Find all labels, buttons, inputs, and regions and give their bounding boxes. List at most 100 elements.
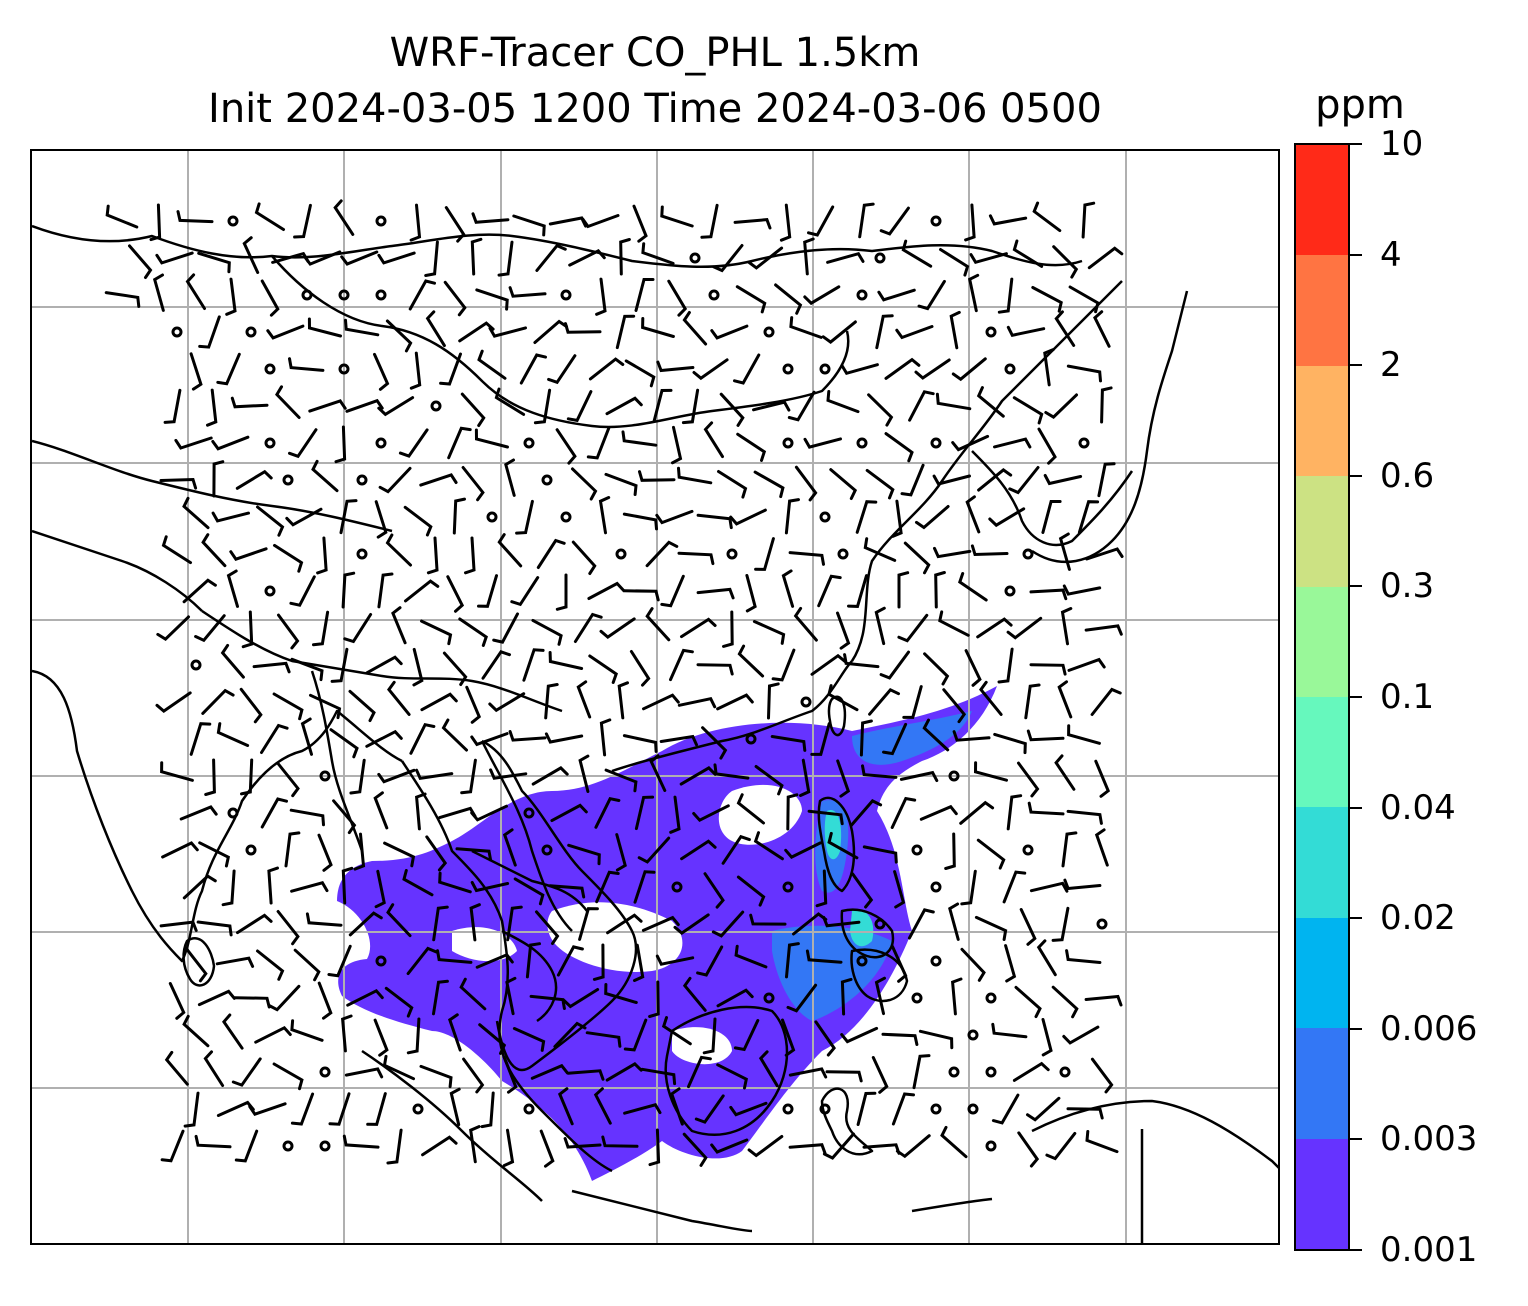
wind-barb (377, 768, 416, 784)
wind-barb (576, 680, 592, 719)
wind-barb (606, 913, 643, 935)
wind-barb (156, 615, 190, 641)
wind-barb (710, 1138, 749, 1154)
wind-barb (446, 575, 465, 613)
wind-barb (182, 496, 210, 530)
wind-barb (497, 240, 514, 277)
calm-wind-circle (745, 733, 757, 745)
calm-wind-circle (227, 215, 239, 227)
calm-wind-circle (726, 548, 738, 560)
wind-barb (327, 944, 352, 978)
wind-barb (438, 806, 477, 820)
colorbar-tick-label: 2 (1380, 345, 1402, 386)
wind-barbs (104, 199, 1124, 1168)
wind-barb (254, 202, 285, 231)
wind-barb (826, 390, 860, 414)
wind-barb (260, 279, 280, 317)
calm-wind-circle (264, 363, 276, 375)
wind-barb (641, 242, 675, 265)
wind-barb (993, 732, 1027, 755)
wind-barb (539, 1129, 555, 1168)
wind-barb (504, 458, 516, 497)
wind-barb (719, 392, 745, 427)
wind-barb (419, 1064, 453, 1089)
calm-wind-circle (1022, 844, 1034, 856)
wind-barb (659, 734, 698, 747)
wind-barb (1026, 1096, 1061, 1122)
wind-barb (702, 1017, 717, 1055)
wind-barb (1026, 729, 1065, 742)
calm-wind-circle (967, 1029, 979, 1041)
wind-barb (373, 1018, 389, 1057)
wind-barb (903, 541, 931, 575)
wind-barb (862, 845, 898, 864)
wind-barb (696, 587, 735, 600)
colorbar-tick (1350, 1138, 1362, 1141)
wind-barb (1097, 462, 1116, 498)
wind-barb (977, 468, 1013, 492)
wind-barb (1094, 759, 1111, 798)
wind-barb (536, 538, 566, 569)
calm-wind-circle (615, 548, 627, 560)
calm-wind-circle (856, 289, 868, 301)
calm-wind-circle (985, 1140, 997, 1152)
wind-barb (266, 324, 305, 340)
wind-barb (254, 1025, 292, 1044)
wind-barb (615, 833, 627, 872)
wind-barb (267, 866, 279, 905)
wind-barb (1031, 286, 1063, 313)
wind-barb (1067, 724, 1101, 745)
calm-wind-circle (412, 1103, 424, 1115)
wind-barb (216, 722, 250, 747)
wind-barb (619, 238, 631, 276)
calm-wind-circle (245, 844, 257, 856)
wind-barb (341, 571, 356, 609)
wind-barb (648, 980, 660, 1018)
calm-wind-circle (523, 807, 535, 819)
wind-barb (239, 687, 263, 724)
wind-barb (235, 469, 273, 490)
wind-barb (329, 728, 359, 759)
colorbar-tick (1350, 917, 1362, 920)
wind-barb (211, 435, 250, 451)
calm-wind-circle (1096, 918, 1108, 930)
wind-barb (289, 575, 316, 607)
wind-barb (785, 942, 800, 979)
wind-barb (993, 437, 1032, 449)
wind-barb (206, 388, 218, 427)
wind-barb (155, 251, 194, 265)
wind-barb (900, 463, 925, 497)
wind-barb (893, 870, 906, 909)
wind-barb (786, 983, 818, 1013)
wind-barb (669, 1087, 684, 1126)
wind-barb (293, 948, 321, 982)
wind-barb (1029, 881, 1069, 893)
wind-barb (673, 913, 710, 935)
wind-barb (713, 763, 750, 780)
wind-barb (598, 496, 611, 535)
wind-barb (1094, 828, 1109, 867)
wind-barb (907, 908, 935, 940)
wind-barb (604, 472, 638, 496)
calm-wind-circle (560, 289, 572, 301)
wind-barb (340, 250, 379, 266)
wind-barb (789, 316, 823, 339)
wind-barb (786, 793, 799, 831)
wind-barb (851, 872, 874, 909)
wind-barb (341, 866, 354, 905)
wind-barb (348, 911, 383, 937)
border-china-north (32, 224, 1083, 269)
wind-barb (288, 428, 318, 459)
coastline-indochina-west (400, 760, 613, 1173)
wind-barb (252, 661, 291, 674)
wind-barb (701, 726, 728, 760)
wind-barb (420, 692, 458, 712)
wind-barb (458, 617, 488, 647)
colorbar-tick-label: 0.001 (1380, 1230, 1478, 1270)
wind-barb (105, 204, 139, 229)
wind-barb (233, 996, 271, 1009)
wind-barb (176, 210, 214, 224)
wind-barb (974, 915, 1008, 941)
calm-wind-circle (874, 252, 886, 264)
wind-barb (641, 317, 675, 338)
